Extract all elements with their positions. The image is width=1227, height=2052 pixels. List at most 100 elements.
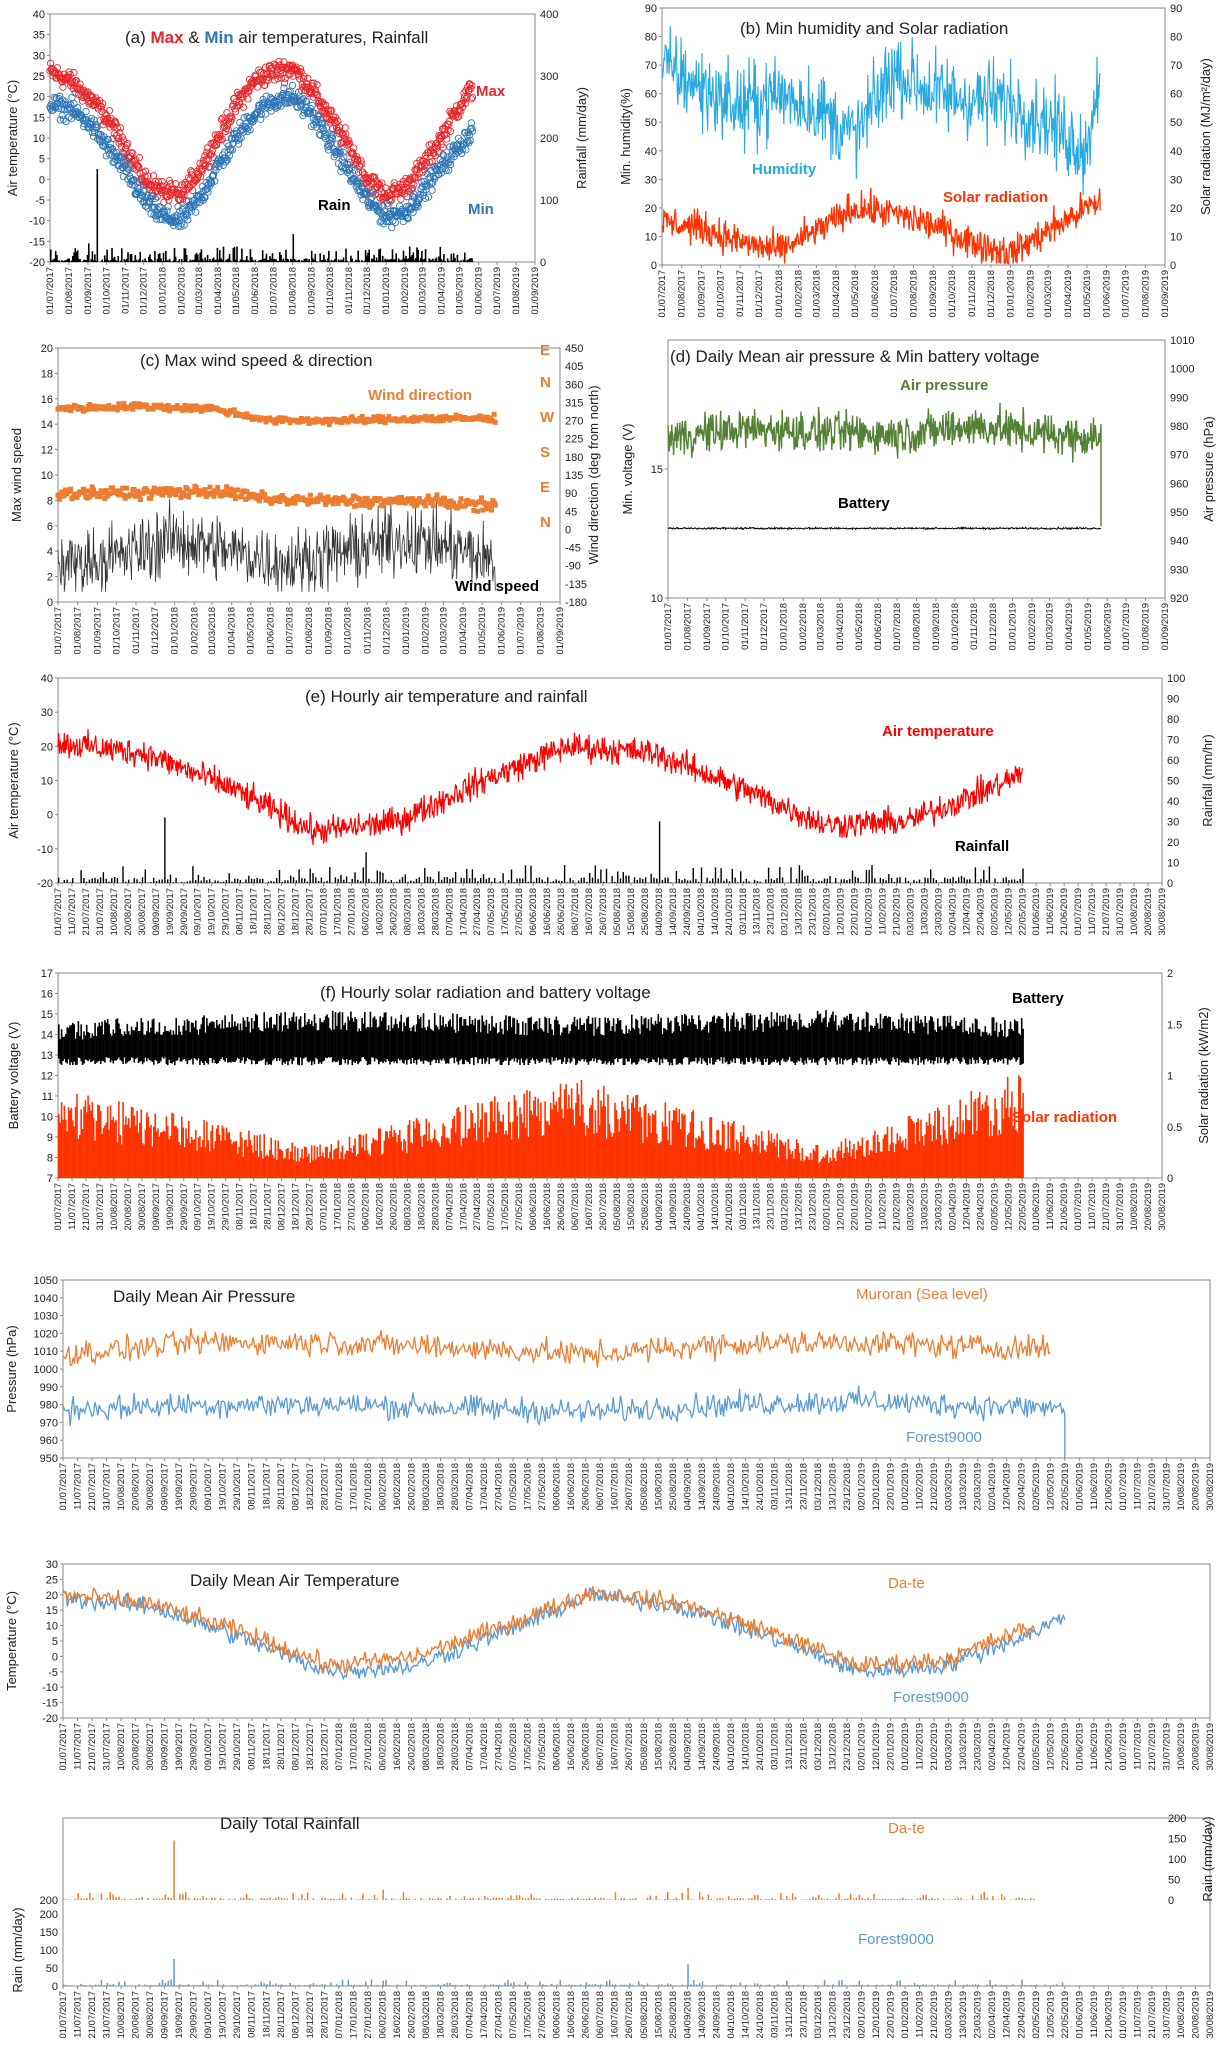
solar-bar (549, 1125, 551, 1178)
battery-bar (592, 1018, 594, 1059)
solar-bar (863, 1156, 865, 1179)
rainfall-bar (307, 882, 308, 883)
battery-bar (1011, 1029, 1013, 1059)
solar-bar (667, 1140, 669, 1178)
x-tick-label: 07/05/2018 (508, 1463, 519, 1511)
rain-bar (443, 254, 445, 262)
battery-bar (402, 1031, 404, 1062)
solar-bar (213, 1149, 215, 1178)
solar-bar (175, 1126, 177, 1178)
solar-bar (663, 1127, 665, 1178)
rainfall-bar (354, 872, 355, 883)
x-tick-label: 01/05/2018 (231, 267, 242, 315)
solar-bar (83, 1107, 85, 1179)
battery-bar (103, 1034, 105, 1061)
battery-bar (796, 1022, 798, 1062)
solar-bar (937, 1108, 939, 1178)
battery-bar (233, 1027, 235, 1062)
battery-bar (224, 1015, 226, 1061)
x-tick-label: 08/12/2017 (277, 1183, 288, 1231)
battery-bar (768, 1020, 770, 1065)
solar-bar (887, 1127, 889, 1178)
x-tick-label: 26/07/2018 (598, 1183, 609, 1231)
x-tick-label: 12/04/2019 (961, 1183, 972, 1231)
solar-bar (174, 1126, 176, 1178)
rainfall-bar (701, 868, 702, 884)
solar-bar (227, 1133, 229, 1178)
solar-bar (642, 1143, 644, 1178)
solar-bar (829, 1158, 831, 1178)
rainfall-bar (139, 882, 140, 883)
solar-bar (147, 1117, 149, 1178)
x-tick-label: 07/05/2018 (486, 1183, 497, 1231)
battery-bar (445, 1024, 447, 1064)
battery-bar (420, 1017, 422, 1062)
x-tick-label: 01/12/2018 (986, 270, 997, 318)
solar-bar (352, 1153, 354, 1178)
solar-bar (381, 1154, 383, 1178)
battery-bar (817, 1011, 819, 1065)
battery-bar (258, 1028, 260, 1062)
battery-bar (638, 1028, 640, 1062)
battery-bar (931, 1017, 933, 1060)
x-tick-label: 04/09/2018 (654, 888, 665, 936)
solar-bar (666, 1127, 668, 1179)
rain-bar (223, 247, 225, 262)
solar-bar (101, 1134, 103, 1178)
y2-tick-label: 0.5 (1167, 1122, 1182, 1134)
rainfall-bar (363, 868, 364, 884)
battery-bar (94, 1023, 96, 1064)
battery-bar (167, 1031, 169, 1066)
solar-bar (639, 1107, 641, 1178)
solar-bar (321, 1156, 323, 1178)
battery-bar (504, 1020, 506, 1061)
x-tick-label: 08/03/2018 (402, 1183, 413, 1231)
battery-bar (933, 1022, 935, 1065)
x-tick-label: 15/08/2018 (626, 888, 637, 936)
battery-bar (1006, 1037, 1008, 1058)
battery-bar (182, 1026, 184, 1060)
solar-bar (206, 1122, 208, 1178)
x-tick-label: 02/05/2019 (989, 888, 1000, 936)
min-temp-point (83, 108, 89, 114)
rainfall-bar (438, 871, 439, 883)
rainfall-bar (547, 877, 548, 883)
battery-bar (100, 1026, 102, 1064)
solar-bar (600, 1100, 602, 1178)
rainfall-bar (665, 878, 666, 883)
x-tick-label: 26/02/2018 (388, 888, 399, 936)
battery-bar (250, 1032, 252, 1059)
rainfall-bar (726, 879, 727, 883)
solar-bar (800, 1161, 802, 1179)
solar-bar (284, 1157, 286, 1178)
solar-bar (261, 1151, 263, 1178)
battery-bar (864, 1027, 866, 1059)
rainfall-bar (519, 878, 520, 883)
x-tick-label: 01/03/2018 (194, 267, 205, 315)
x-tick-label: 12/01/2019 (836, 888, 847, 936)
battery-bar (468, 1026, 470, 1062)
rainfall-bar (245, 880, 246, 884)
battery-bar (507, 1030, 509, 1057)
solar-bar (983, 1109, 985, 1178)
battery-bar (89, 1033, 91, 1060)
solar-bar (924, 1134, 926, 1178)
solar-bar (407, 1125, 409, 1178)
x-tick-label: 01/12/2017 (150, 607, 161, 655)
y2-tick-label: 40 (1167, 796, 1179, 808)
solar-bar (725, 1151, 727, 1178)
solar-bar (646, 1137, 648, 1178)
rainfall-bar (310, 869, 311, 883)
wind-direction-point (493, 503, 498, 508)
battery-bar (473, 1025, 475, 1065)
rainfall-bar (100, 877, 101, 883)
solar-bar (807, 1157, 809, 1178)
rainfall-bar (254, 879, 255, 883)
battery-bar (533, 1024, 535, 1061)
x-tick-label: 01/09/2019 (1160, 603, 1171, 651)
rainfall-bar (329, 867, 330, 883)
x-tick-label: 14/10/2018 (710, 1183, 721, 1231)
y2-tick-label: 90 (1170, 3, 1182, 15)
solar-bar (659, 1143, 661, 1178)
x-tick-label: 01/07/2019 (1121, 270, 1132, 318)
